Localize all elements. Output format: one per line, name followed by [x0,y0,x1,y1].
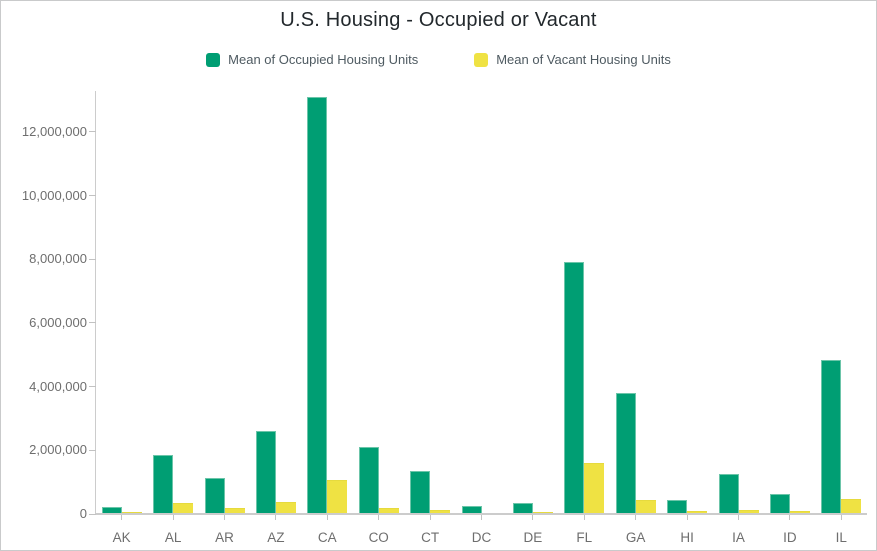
y-axis-tick-label: 8,000,000 [29,251,87,267]
x-axis-label-DE: DE [523,530,543,545]
bar-vacant-CA[interactable] [327,479,348,514]
bar-occupied-AK[interactable] [101,506,122,514]
y-axis-tick-label: 6,000,000 [29,314,87,330]
y-axis-tick-label: 0 [79,506,87,521]
bar-occupied-CT[interactable] [410,470,431,514]
bar-occupied-DE[interactable] [512,503,533,514]
x-axis-tick [789,515,791,520]
y-axis-tick [89,258,96,260]
legend-item-vacant[interactable]: Mean of Vacant Housing Units [474,52,671,67]
bar-occupied-GA[interactable] [615,392,636,514]
x-axis-tick [738,515,739,520]
x-axis-label-CO: CO [368,530,389,545]
bar-occupied-AL[interactable] [153,454,174,514]
x-axis-tick [172,515,174,520]
bar-vacant-HI[interactable] [687,511,708,514]
y-axis-tick-label: 2,000,000 [29,442,87,458]
bar-occupied-ID[interactable] [769,494,790,514]
bar-occupied-CA[interactable] [307,96,328,514]
bar-vacant-IL[interactable] [841,499,862,514]
x-axis-label-AR: AR [215,530,234,545]
bar-vacant-AZ[interactable] [275,501,296,514]
bar-vacant-ID[interactable] [789,511,810,514]
bar-vacant-CO[interactable] [378,507,399,514]
x-axis-label-CT: CT [421,530,440,545]
x-axis-tick [224,515,225,520]
bar-occupied-DC[interactable] [461,506,482,514]
bar-occupied-HI[interactable] [667,499,688,514]
legend-swatch-occupied-icon [206,52,221,67]
x-axis-label-IA: IA [732,530,745,545]
y-axis-tick-label: 4,000,000 [29,378,87,394]
chart-title: U.S. Housing - Occupied or Vacant [280,9,597,31]
y-axis-tick [89,195,96,196]
x-axis-label-ID: ID [783,530,797,545]
bar-vacant-AR[interactable] [224,507,245,514]
bar-vacant-CT[interactable] [430,510,451,514]
bar-vacant-GA[interactable] [635,499,656,514]
bar-occupied-CO[interactable] [358,447,379,514]
x-axis-tick [635,515,637,520]
bar-occupied-AR[interactable] [204,477,225,514]
x-axis-label-HI: HI [680,530,694,545]
x-axis-tick [583,515,585,520]
bar-vacant-FL[interactable] [584,463,605,514]
legend-swatch-vacant-icon [474,52,489,67]
legend-label-vacant: Mean of Vacant Housing Units [496,52,671,67]
x-axis-label-CA: CA [317,530,337,545]
y-axis-tick [89,449,96,451]
x-axis-tick [686,515,688,520]
bar-vacant-DE[interactable] [532,511,553,514]
bar-occupied-AZ[interactable] [255,430,276,514]
x-axis-tick [532,515,534,520]
x-axis-tick [840,515,842,520]
x-axis-label-DC: DC [471,530,492,545]
bar-vacant-AK[interactable] [121,511,142,514]
legend-label-occupied: Mean of Occupied Housing Units [228,52,419,67]
bar-occupied-FL[interactable] [564,262,585,514]
x-axis-label-GA: GA [625,530,646,545]
x-axis-label-FL: FL [576,530,593,545]
x-axis-tick [326,515,328,520]
y-axis-tick-label: 10,000,000 [21,187,87,203]
y-axis-tick [89,386,96,388]
legend: Mean of Occupied Housing Units Mean of V… [1,52,876,67]
y-axis-tick [89,131,96,133]
bar-occupied-IL[interactable] [821,359,842,514]
x-axis-tick [378,515,380,520]
y-axis-line [95,91,96,514]
x-axis-line [96,513,867,515]
x-axis-label-AL: AL [164,530,182,545]
y-axis-tick [89,322,96,324]
legend-item-occupied[interactable]: Mean of Occupied Housing Units [206,52,418,67]
bar-occupied-IA[interactable] [718,474,739,514]
x-axis-tick [275,515,277,520]
y-axis-tick [89,513,96,515]
y-axis-tick-label: 12,000,000 [21,123,87,139]
x-axis-tick [429,515,431,520]
x-axis-tick [481,515,482,520]
bar-vacant-IA[interactable] [738,510,759,514]
x-axis-tick [121,515,123,520]
x-axis-label-IL: IL [835,530,847,545]
x-axis-label-AK: AK [112,530,131,545]
x-axis-label-AZ: AZ [267,530,285,545]
bar-vacant-AL[interactable] [173,502,194,514]
